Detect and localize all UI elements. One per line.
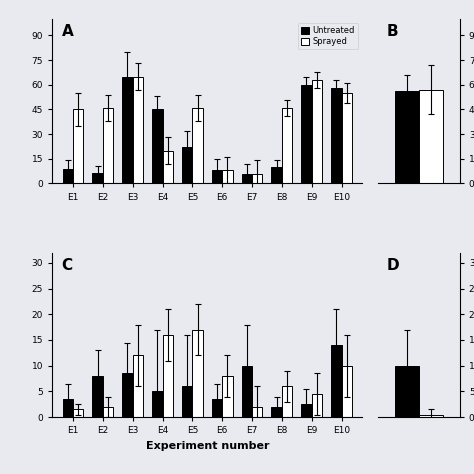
Bar bbox=[222, 170, 233, 183]
Bar bbox=[163, 151, 173, 183]
Bar bbox=[152, 109, 163, 183]
Bar bbox=[152, 392, 163, 417]
Bar bbox=[92, 173, 103, 183]
Bar bbox=[301, 404, 312, 417]
Bar bbox=[192, 330, 203, 417]
Bar bbox=[312, 394, 322, 417]
Bar bbox=[73, 109, 83, 183]
Bar bbox=[331, 88, 342, 183]
Bar bbox=[103, 108, 113, 183]
Bar bbox=[242, 366, 252, 417]
Text: C: C bbox=[62, 257, 73, 273]
Bar bbox=[63, 169, 73, 183]
Bar bbox=[395, 366, 419, 417]
Bar bbox=[122, 374, 133, 417]
Text: A: A bbox=[62, 24, 73, 39]
Bar bbox=[212, 170, 222, 183]
Bar bbox=[133, 356, 143, 417]
Text: D: D bbox=[386, 257, 399, 273]
Bar bbox=[242, 173, 252, 183]
Bar bbox=[122, 76, 133, 183]
Bar bbox=[419, 90, 443, 183]
Bar bbox=[252, 173, 263, 183]
Bar bbox=[103, 407, 113, 417]
Bar bbox=[282, 108, 292, 183]
Bar bbox=[182, 147, 192, 183]
Bar bbox=[222, 376, 233, 417]
Bar bbox=[163, 335, 173, 417]
Bar bbox=[63, 399, 73, 417]
Bar bbox=[272, 407, 282, 417]
Bar bbox=[342, 93, 352, 183]
Bar bbox=[419, 415, 443, 417]
Text: B: B bbox=[386, 24, 398, 39]
Bar bbox=[301, 85, 312, 183]
Bar bbox=[73, 410, 83, 417]
Bar bbox=[342, 366, 352, 417]
Bar bbox=[182, 386, 192, 417]
Bar bbox=[133, 76, 143, 183]
Bar bbox=[331, 345, 342, 417]
Bar bbox=[312, 80, 322, 183]
X-axis label: Experiment number: Experiment number bbox=[146, 441, 269, 451]
Bar bbox=[282, 386, 292, 417]
Bar bbox=[92, 376, 103, 417]
Legend: Untreated, Sprayed: Untreated, Sprayed bbox=[298, 23, 358, 49]
Bar bbox=[395, 91, 419, 183]
Bar bbox=[252, 407, 263, 417]
Bar bbox=[272, 167, 282, 183]
Bar bbox=[192, 108, 203, 183]
Bar bbox=[212, 399, 222, 417]
